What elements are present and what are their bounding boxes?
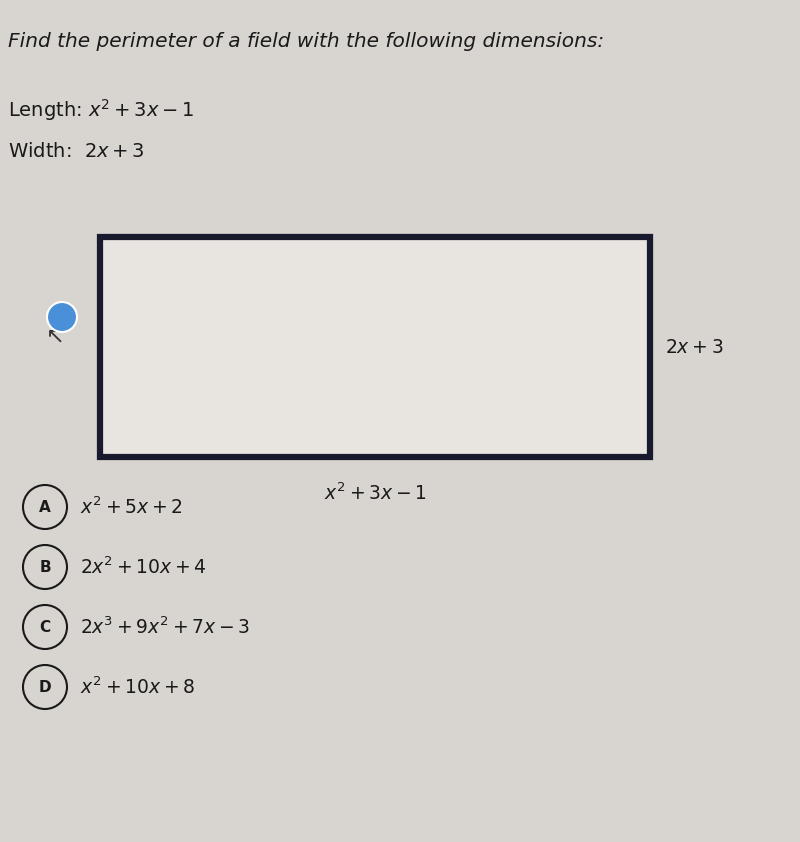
Text: $2x + 3$: $2x + 3$	[665, 338, 723, 356]
Text: Width:  $2x + 3$: Width: $2x + 3$	[8, 142, 145, 161]
Text: $x^2 + 5x + 2$: $x^2 + 5x + 2$	[80, 496, 182, 518]
Text: $2x^3 + 9x^2 + 7x - 3$: $2x^3 + 9x^2 + 7x - 3$	[80, 616, 250, 637]
Text: $2x^2 + 10x + 4$: $2x^2 + 10x + 4$	[80, 557, 206, 578]
Text: $x^2 + 3x - 1$: $x^2 + 3x - 1$	[324, 482, 426, 504]
Text: Length: $x^2 + 3x - 1$: Length: $x^2 + 3x - 1$	[8, 97, 194, 123]
Text: C: C	[39, 620, 50, 635]
Text: B: B	[39, 559, 51, 574]
Text: D: D	[38, 679, 51, 695]
Text: $x^2 + 10x + 8$: $x^2 + 10x + 8$	[80, 676, 195, 698]
Circle shape	[47, 302, 77, 332]
Text: ↖: ↖	[46, 327, 64, 347]
Text: A: A	[39, 499, 51, 514]
FancyBboxPatch shape	[100, 237, 650, 457]
Text: Find the perimeter of a field with the following dimensions:: Find the perimeter of a field with the f…	[8, 32, 604, 51]
